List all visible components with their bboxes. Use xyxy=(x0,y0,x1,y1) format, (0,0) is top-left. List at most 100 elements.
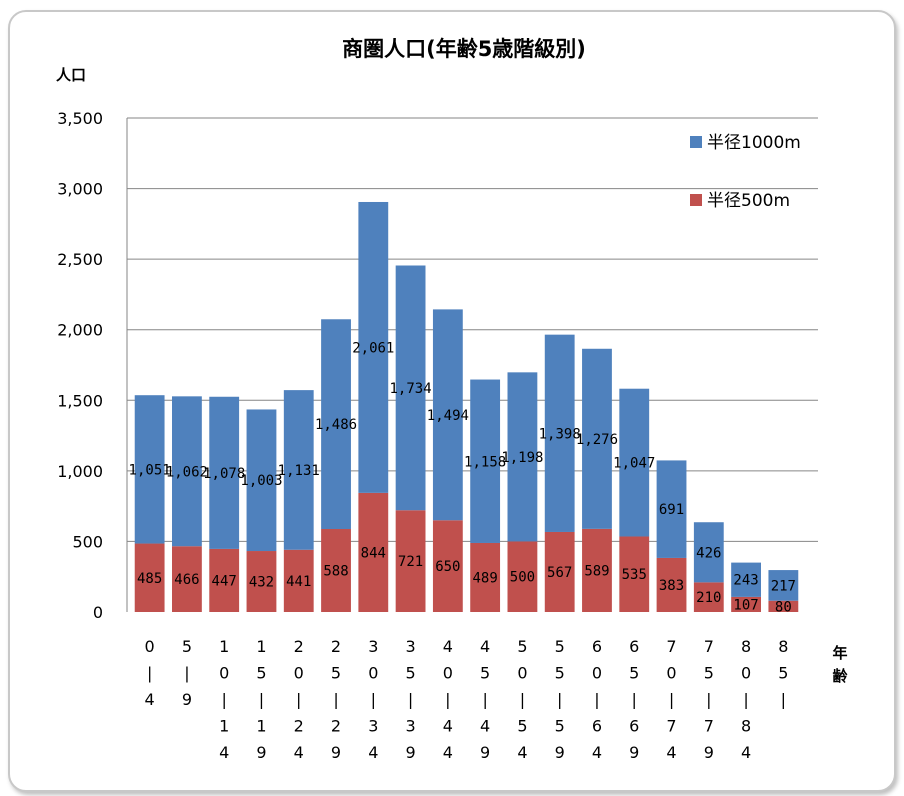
bar-segment-1000m xyxy=(321,319,351,530)
x-tick-label: | xyxy=(445,690,450,709)
data-label-500m: 80 xyxy=(775,599,792,615)
x-tick-label: 5 xyxy=(629,664,639,683)
data-label-500m: 107 xyxy=(733,597,758,613)
x-tick-label: 3 xyxy=(368,717,378,736)
x-tick-label: 5 xyxy=(405,664,415,683)
legend: 半径1000m 半径500m xyxy=(690,133,801,211)
x-tick-label: 1 xyxy=(219,717,229,736)
x-tick-label: 9 xyxy=(405,743,415,762)
x-tick-label: 9 xyxy=(256,743,266,762)
data-label-1000m: 1,047 xyxy=(613,456,655,472)
x-tick-label: 9 xyxy=(555,743,565,762)
x-tick-label: 9 xyxy=(704,743,714,762)
bar-segment-500m xyxy=(731,596,761,612)
data-label-500m: 383 xyxy=(659,578,684,594)
bar-segment-1000m xyxy=(731,562,761,597)
x-tick-label: 9 xyxy=(182,690,192,709)
x-tick-label: 6 xyxy=(592,717,602,736)
x-tick-label: 0 xyxy=(741,664,751,683)
x-tick-label: 4 xyxy=(480,717,490,736)
x-tick-label: | xyxy=(333,690,338,709)
data-label-1000m: 1,078 xyxy=(203,466,245,482)
bar-segment-500m xyxy=(395,510,426,612)
x-tick-label: 5 xyxy=(704,664,714,683)
x-tick-label: 4 xyxy=(443,717,453,736)
y-axis-ticks: 0 500 1,000 1,500 2,000 2,500 3,000 3,500 xyxy=(57,109,103,622)
x-tick-label: | xyxy=(147,664,152,683)
data-label-500m: 535 xyxy=(622,567,647,583)
bars xyxy=(134,201,799,612)
x-tick-label: 8 xyxy=(778,637,788,656)
data-label-500m: 489 xyxy=(472,570,497,586)
data-label-1000m: 1,003 xyxy=(240,473,282,489)
bar-segment-500m xyxy=(507,541,538,612)
x-tick-label: 4 xyxy=(666,743,676,762)
x-tick-label: | xyxy=(184,664,189,683)
x-tick-label: | xyxy=(557,690,562,709)
x-tick-label: | xyxy=(482,690,487,709)
bar-segment-1000m xyxy=(358,201,389,493)
data-label-1000m: 217 xyxy=(771,578,796,594)
x-tick-label: 4 xyxy=(592,743,602,762)
data-label-1000m: 1,198 xyxy=(501,450,543,466)
data-label-1000m: 1,494 xyxy=(427,408,469,424)
x-tick-label: 0 xyxy=(145,637,155,656)
x-tick-label: 5 xyxy=(555,637,565,656)
data-label-500m: 588 xyxy=(323,564,348,580)
x-tick-label: 2 xyxy=(294,637,304,656)
y-tick-label: 3,000 xyxy=(57,180,103,199)
data-label-1000m: 1,062 xyxy=(166,464,208,480)
x-tick-label: 0 xyxy=(368,664,378,683)
y-tick-label: 1,500 xyxy=(57,391,103,410)
x-tick-label: 2 xyxy=(331,717,341,736)
bar-segment-500m xyxy=(693,582,724,612)
x-axis-ticks: 0 | 4 5 | 9 1 0 | 1 4 1 5 | 1 9 2 0 | 2 4 2 5 | 2 9 3 0 | 3 4 3 5 | 3 9 4 0 | 4… xyxy=(145,637,789,762)
legend-label: 半径500m xyxy=(707,191,790,211)
x-tick-label: 2 xyxy=(331,637,341,656)
x-tick-label: | xyxy=(781,690,786,709)
data-label-1000m: 1,486 xyxy=(315,417,357,433)
y-tick-label: 2,500 xyxy=(57,250,103,269)
bar-segment-1000m xyxy=(656,460,687,558)
bar-segment-1000m xyxy=(582,348,612,529)
y-tick-label: 1,000 xyxy=(57,462,103,481)
chart-title: 商圏人口(年齢5歳階級別) xyxy=(342,37,586,61)
data-label-500m: 432 xyxy=(249,575,274,591)
x-tick-label: 5 xyxy=(555,717,565,736)
x-tick-label: 9 xyxy=(629,743,639,762)
bar-segment-1000m xyxy=(209,396,240,549)
bar-segment-1000m xyxy=(395,265,426,511)
x-tick-label: | xyxy=(221,690,226,709)
bar-segment-1000m xyxy=(470,379,501,543)
bar-segment-500m xyxy=(209,548,240,612)
x-tick-label: 0 xyxy=(517,664,527,683)
x-tick-label: 7 xyxy=(666,637,676,656)
y-axis-label: 人口 xyxy=(56,66,86,84)
y-tick-label: 500 xyxy=(72,532,103,551)
data-label-500m: 466 xyxy=(174,572,199,588)
data-labels: 485 1,051 466 1,062 447 1,078 432 1,003 441 1,131… xyxy=(129,340,796,615)
x-tick-label: | xyxy=(371,690,376,709)
bar-segment-500m xyxy=(470,542,501,612)
data-label-1000m: 1,051 xyxy=(129,462,171,478)
x-tick-label: | xyxy=(296,690,301,709)
bar-segment-1000m xyxy=(768,570,799,601)
data-label-500m: 844 xyxy=(361,545,386,561)
x-tick-label: 5 xyxy=(331,664,341,683)
x-tick-label: 9 xyxy=(331,743,341,762)
bar-segment-1000m xyxy=(172,396,202,547)
bar-segment-500m xyxy=(544,531,575,612)
data-label-500m: 567 xyxy=(547,565,572,581)
data-label-500m: 441 xyxy=(286,574,311,590)
x-tick-label: 6 xyxy=(629,637,639,656)
x-tick-label: | xyxy=(632,690,637,709)
x-tick-label: 5 xyxy=(256,664,266,683)
x-axis-label-char: 齢 xyxy=(832,667,848,685)
x-tick-label: | xyxy=(594,690,599,709)
x-tick-label: 4 xyxy=(443,743,453,762)
y-tick-label: 2,000 xyxy=(57,321,103,340)
x-tick-label: 5 xyxy=(480,664,490,683)
x-tick-label: | xyxy=(669,690,674,709)
x-tick-label: | xyxy=(706,690,711,709)
bar-segment-500m xyxy=(768,600,799,612)
